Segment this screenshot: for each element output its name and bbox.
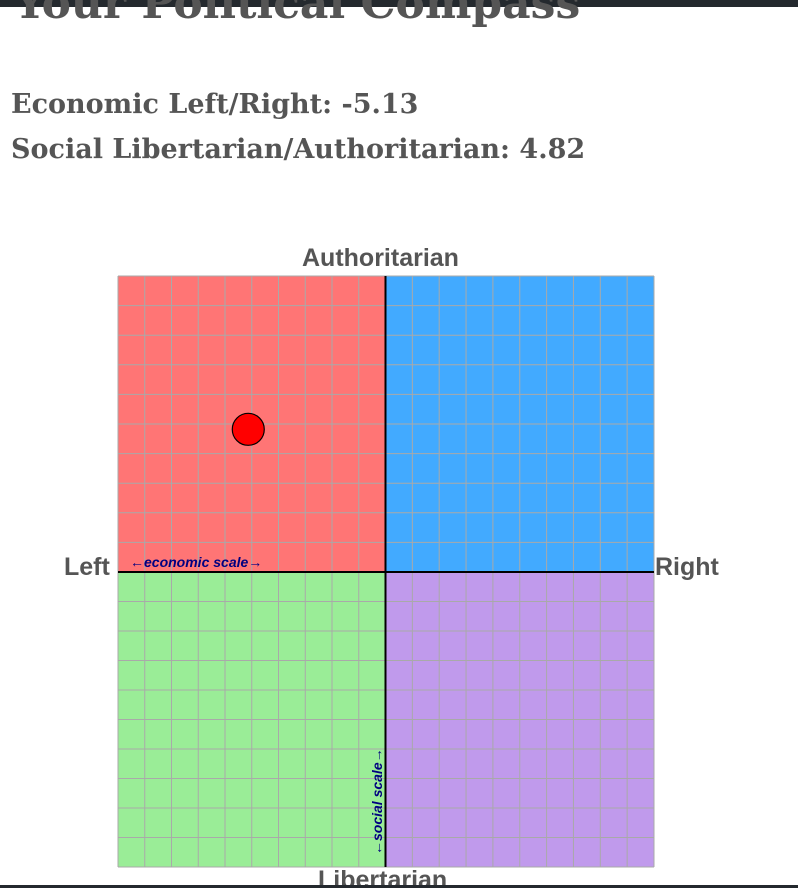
axis-label-left: Left xyxy=(64,553,110,581)
top-bar xyxy=(0,0,798,7)
page-title: Your Political Compass xyxy=(14,0,581,29)
economic-score: Economic Left/Right: -5.13 xyxy=(11,89,419,120)
social-scale-label: ←social scale→ xyxy=(369,748,385,855)
data-points xyxy=(231,412,265,446)
compass-result-point xyxy=(231,412,265,446)
axis-label-right: Right xyxy=(655,553,719,581)
axis-label-authoritarian: Authoritarian xyxy=(302,244,459,272)
social-score: Social Libertarian/Authoritarian: 4.82 xyxy=(11,134,586,165)
economic-scale-label: ←economic scale→ xyxy=(130,554,262,570)
bottom-bar xyxy=(0,885,798,888)
axis-label-libertarian: Libertarian xyxy=(318,866,448,894)
